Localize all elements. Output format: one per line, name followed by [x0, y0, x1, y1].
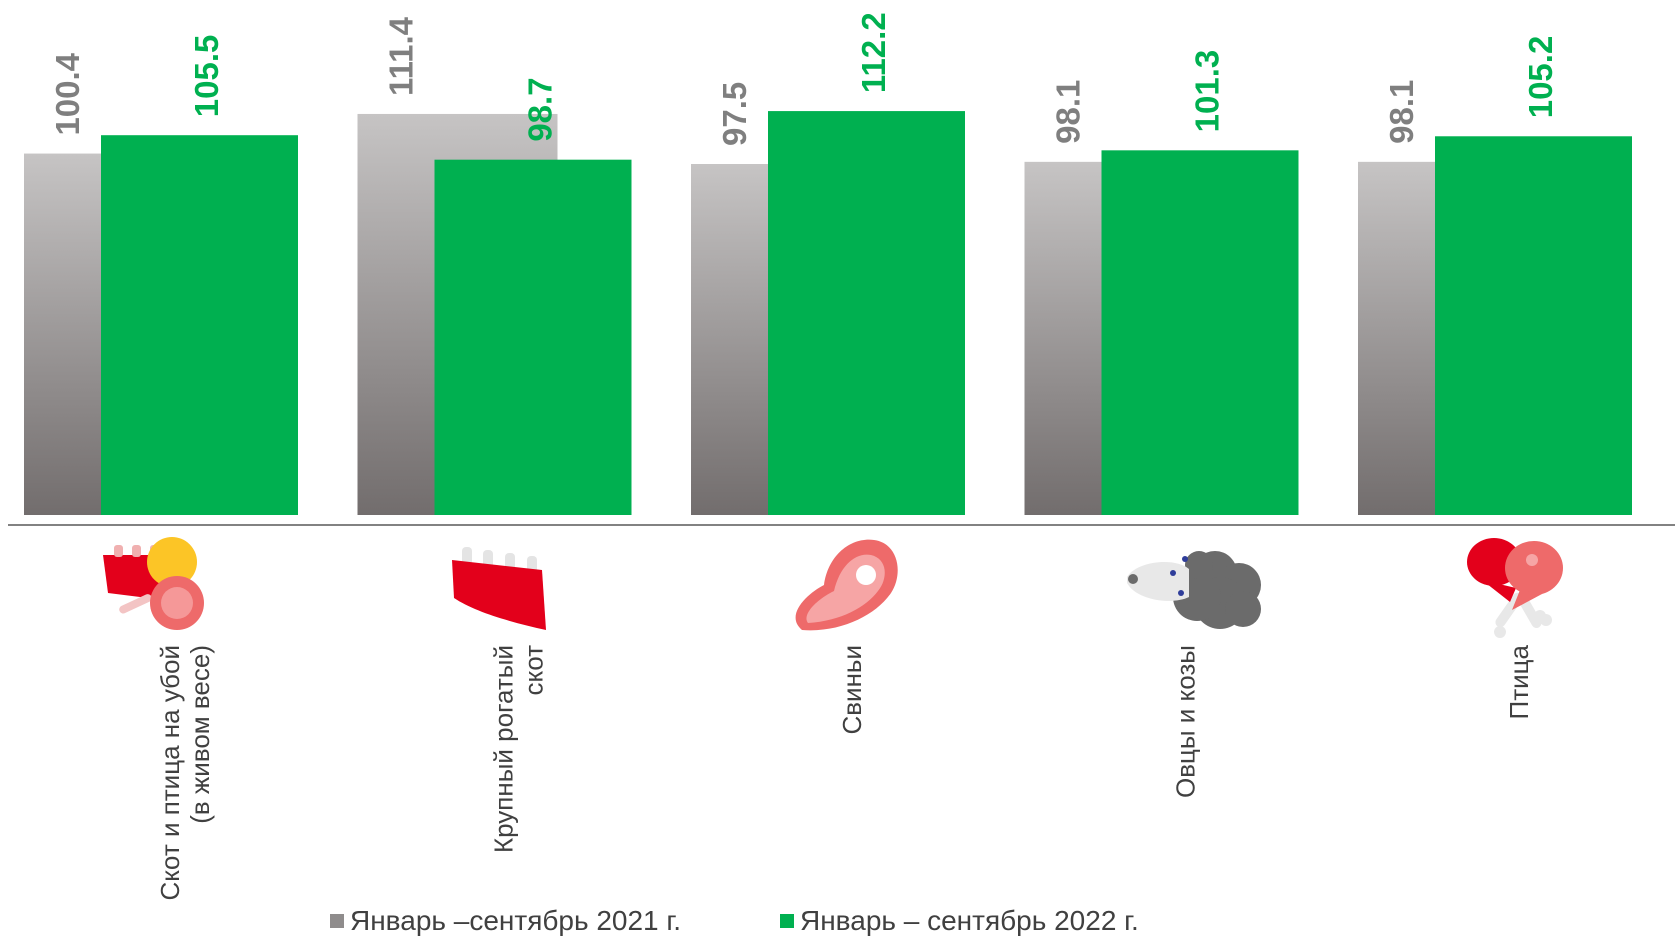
bar-2022-cattle [434, 159, 632, 515]
legend-swatch-green [780, 914, 794, 928]
legend-swatch-gray [330, 914, 344, 928]
value-label-2021-poultry: 98.1 [1383, 80, 1420, 144]
legend-label-2021: Январь –сентябрь 2021 г. [350, 905, 681, 936]
value-label-2022-sheep-goats: 101.3 [1189, 50, 1226, 133]
category-label-cattle-line-1: Крупный рогатый [489, 645, 519, 853]
category-label-poultry-line-1: Птица [1504, 644, 1534, 719]
pork-steak-icon [795, 539, 898, 631]
bar-2022-sheep-goats [1101, 150, 1299, 515]
value-label-2022-pigs: 112.2 [855, 12, 892, 93]
value-label-2021-pigs: 97.5 [716, 82, 753, 146]
legend-label-2022: Январь – сентябрь 2022 г. [800, 905, 1139, 936]
beef-ribs-icon [452, 547, 546, 630]
legend-item-2021: Январь –сентябрь 2021 г. [330, 905, 681, 937]
sheep-icon [1127, 551, 1261, 629]
bar-2022-total [101, 135, 298, 515]
value-label-2021-sheep-goats: 98.1 [1050, 80, 1087, 144]
legend: Январь –сентябрь 2021 г. Январь – сентяб… [0, 905, 1675, 941]
value-label-2021-total: 100.4 [49, 52, 86, 135]
value-label-2022-cattle: 98.7 [522, 77, 559, 141]
category-label-total-line-1: Скот и птица на убой [155, 645, 185, 901]
category-label-pigs-line-1: Свиньи [837, 645, 867, 735]
value-label-2022-poultry: 105.2 [1522, 36, 1559, 119]
category-label-cattle-line-2: скот [519, 645, 549, 696]
meat-poultry-icon [103, 537, 204, 630]
value-label-2021-cattle: 111.4 [383, 16, 420, 96]
legend-item-2022: Январь – сентябрь 2022 г. [780, 905, 1139, 937]
bar-2022-poultry [1435, 136, 1632, 515]
bar-2022-pigs [768, 111, 965, 515]
poultry-drumstick-icon [1467, 538, 1563, 638]
value-label-2022-total: 105.5 [188, 35, 225, 118]
category-label-total-line-2: (в живом весе) [185, 645, 215, 824]
category-label-sheep-goats-line-1: Овцы и козы [1171, 645, 1201, 798]
